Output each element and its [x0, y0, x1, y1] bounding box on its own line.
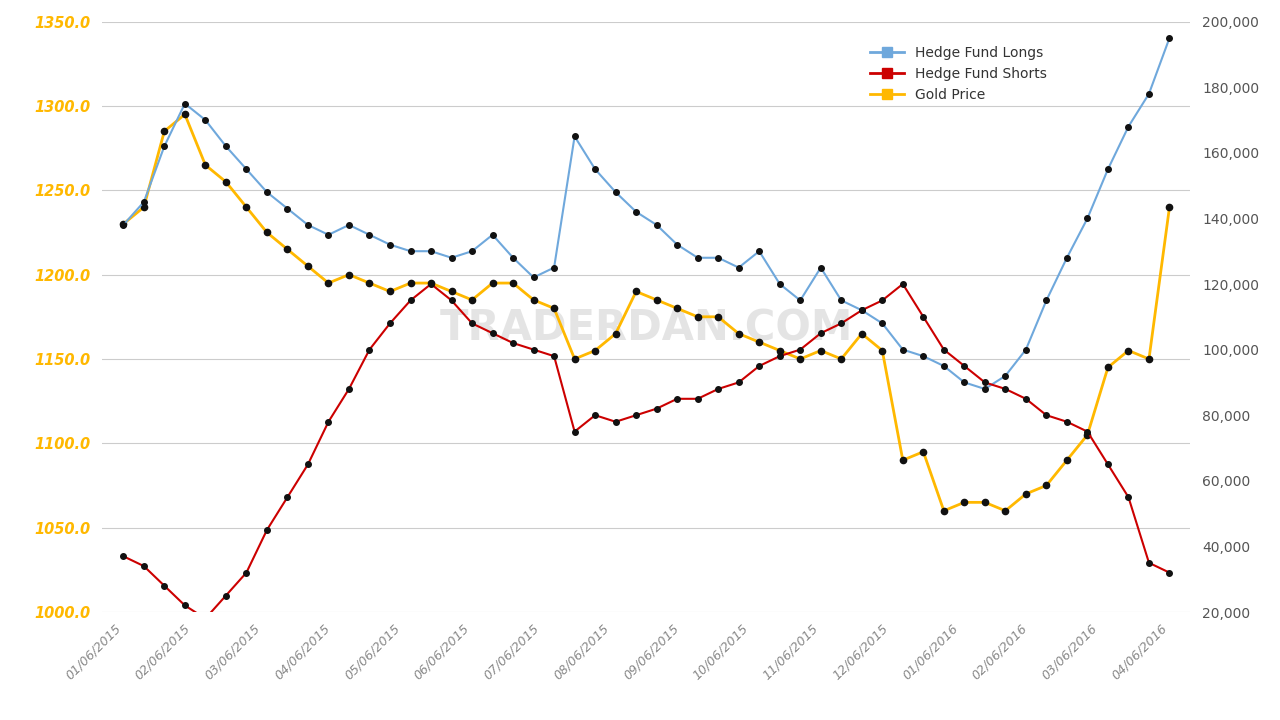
Legend: Hedge Fund Longs, Hedge Fund Shorts, Gold Price: Hedge Fund Longs, Hedge Fund Shorts, Gol…: [864, 40, 1053, 107]
Text: TRADERDAN.COM: TRADERDAN.COM: [440, 307, 852, 350]
